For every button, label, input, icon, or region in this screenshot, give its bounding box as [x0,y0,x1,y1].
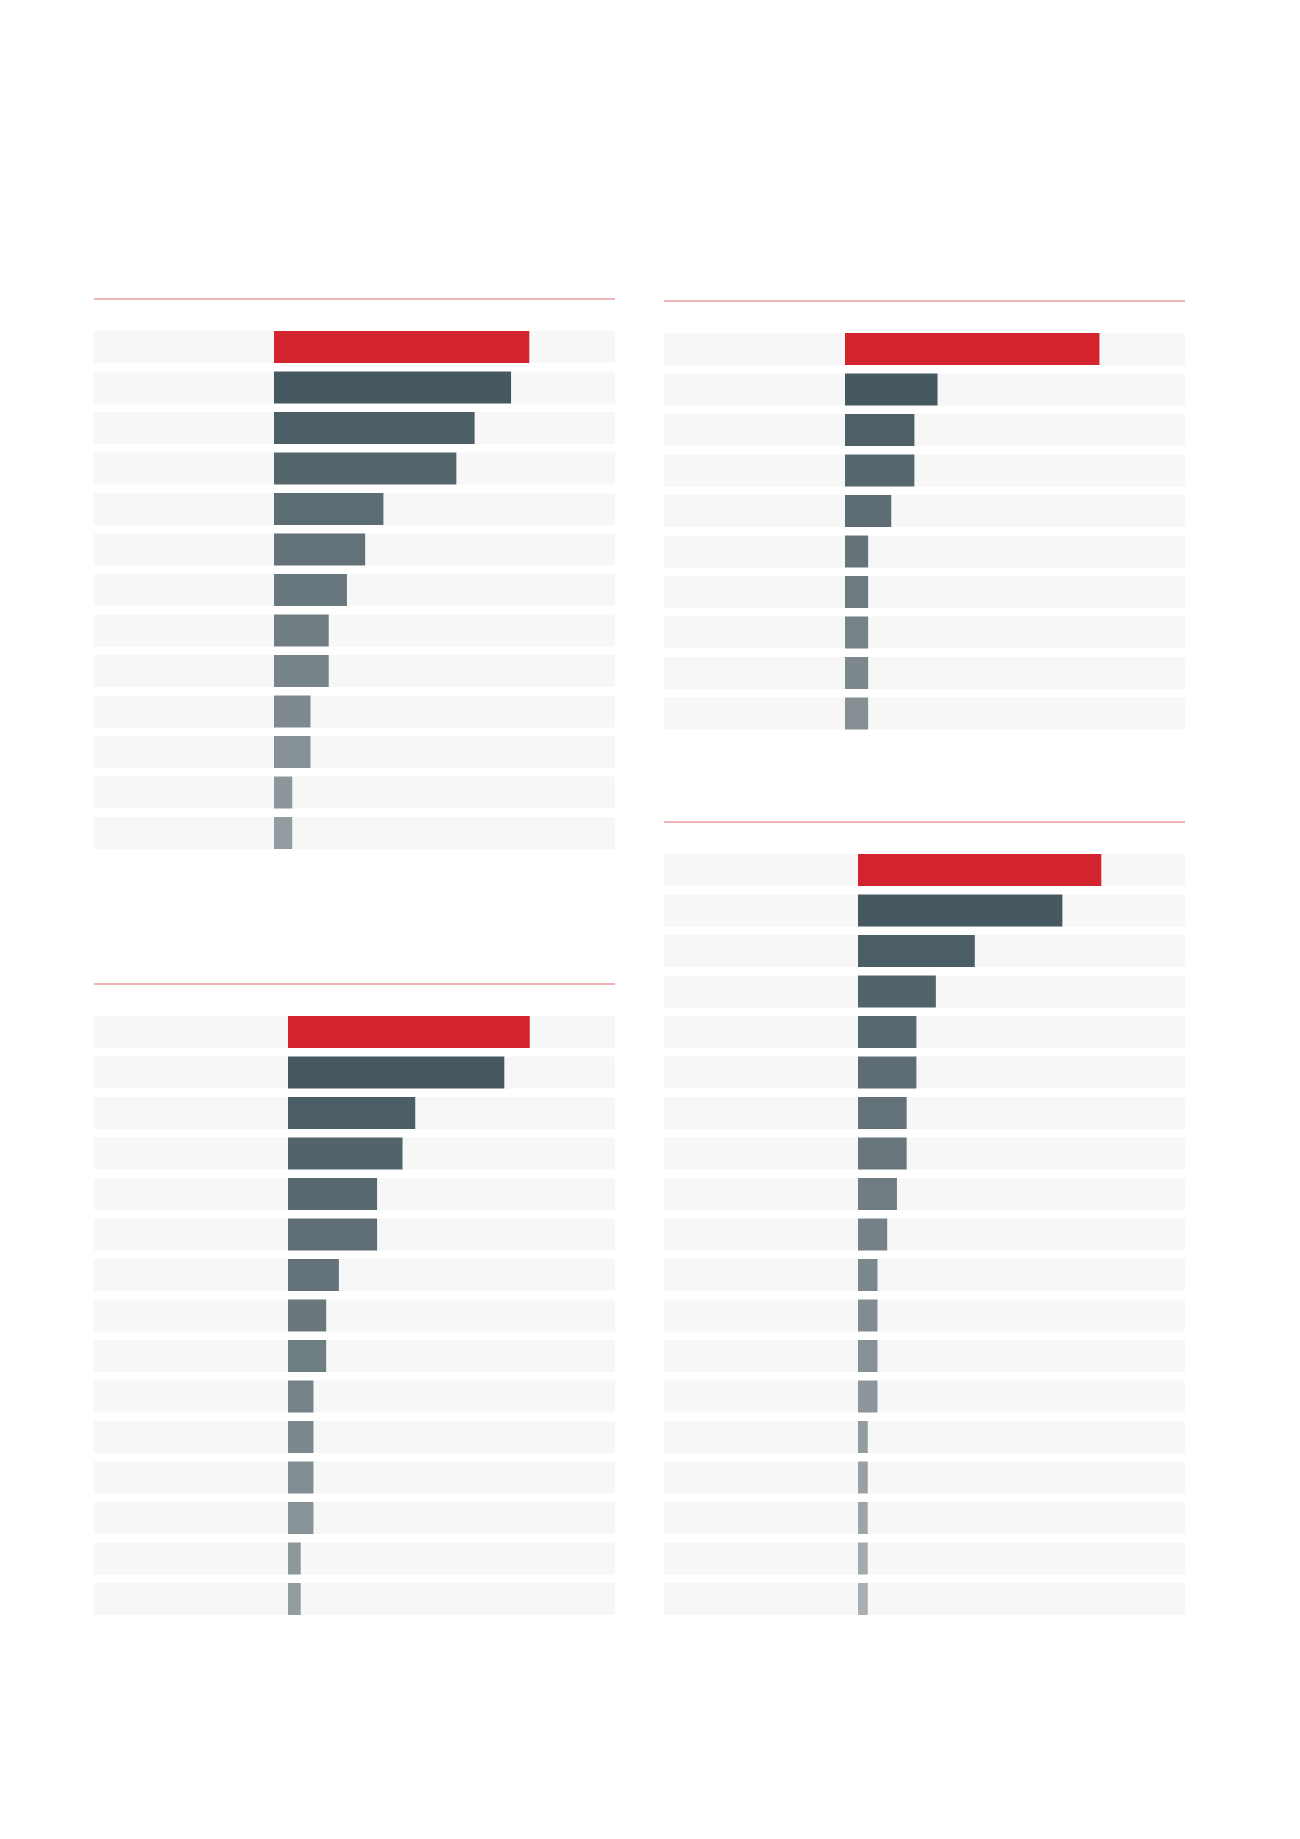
bar [845,414,915,446]
bar-track [94,817,615,849]
bar-track [664,576,1185,608]
bar-track [664,1016,1185,1048]
bar-track [94,1380,615,1413]
bar [858,1016,917,1048]
bar [858,935,975,967]
bar-track [94,1502,615,1534]
bar-track [94,1259,615,1291]
bar-track [664,1421,1185,1453]
bar-track [664,454,1185,487]
bar [274,533,366,566]
bar [274,736,311,768]
bar [858,1421,868,1453]
bar [288,1299,327,1332]
bar-track [94,695,615,728]
bar [845,657,869,689]
bar [274,331,530,363]
bar [274,574,347,606]
bar-track [94,1583,615,1615]
bar [274,655,329,687]
bar [858,1340,878,1372]
bar-track [664,1097,1185,1129]
bar [858,894,1063,927]
bar-track [664,1380,1185,1413]
bar [288,1380,314,1413]
bar [288,1461,314,1494]
bar [288,1259,339,1291]
bar [858,1097,907,1129]
bar-track [94,574,615,606]
bar [858,1137,907,1170]
bar [288,1421,314,1453]
bar [858,975,936,1008]
bar [858,1502,868,1534]
bar-track [664,495,1185,527]
bar-track [94,1340,615,1372]
bar-track [664,1218,1185,1251]
bar-track [664,657,1185,689]
bar-track [664,1259,1185,1291]
bar [288,1583,301,1615]
bar [845,535,869,568]
bar-track [94,736,615,768]
bar [274,371,512,404]
bar-track [664,1178,1185,1210]
bar [274,695,311,728]
bar [858,1380,878,1413]
bar-track [664,1461,1185,1494]
bar [274,817,293,849]
bar [858,1583,868,1615]
bar-track [94,776,615,809]
bar-track [664,1502,1185,1534]
bar [274,452,457,485]
bar [858,1218,888,1251]
bar-track [664,1299,1185,1332]
bar [288,1178,378,1210]
bar [288,1502,314,1534]
bar [858,1542,868,1575]
bar [288,1340,327,1372]
bar-track [94,614,615,647]
bar [274,412,475,444]
bar-track [664,1137,1185,1170]
bar-track [664,616,1185,649]
bar [274,614,329,647]
bar [845,697,869,730]
bar [288,1097,416,1129]
bar-track [94,1542,615,1575]
bar [274,493,384,525]
bar-track [94,655,615,687]
bar [858,854,1102,886]
bar [288,1137,403,1170]
bar-track [94,1461,615,1494]
bar [274,776,293,809]
bar [288,1056,505,1089]
bar [858,1461,868,1494]
bar-track [664,414,1185,446]
bar-track [94,1421,615,1453]
bar-track [664,1056,1185,1089]
bar [288,1016,530,1048]
bar [845,495,892,527]
bar-track [94,1299,615,1332]
bar [845,616,869,649]
bar [858,1259,878,1291]
bar [858,1056,917,1089]
bar [858,1178,897,1210]
bar [845,576,869,608]
bar-track [664,1340,1185,1372]
bar [288,1542,301,1575]
bar-track [664,697,1185,730]
bar [845,333,1100,365]
bar-track [664,1583,1185,1615]
bar-track [664,535,1185,568]
bar-track [664,1542,1185,1575]
bar [288,1218,378,1251]
bar [845,373,938,406]
bar [845,454,915,487]
bar [858,1299,878,1332]
